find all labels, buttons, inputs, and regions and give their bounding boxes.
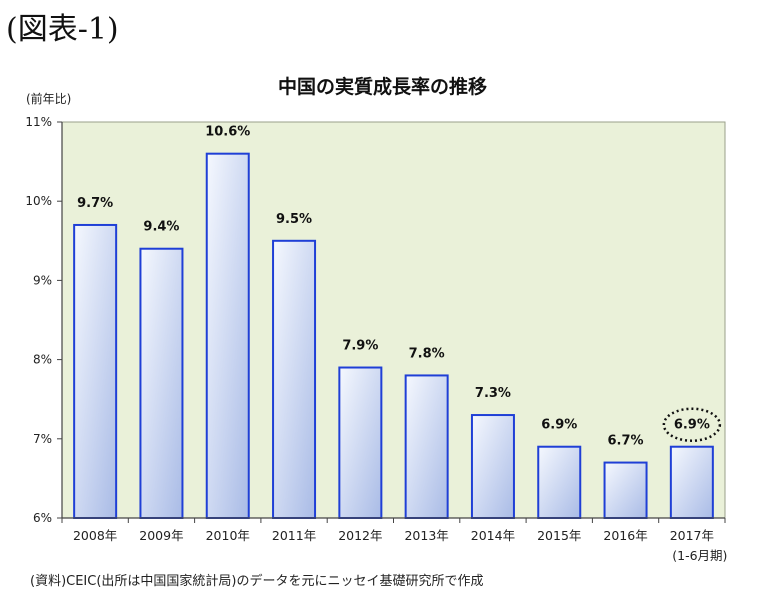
x-tick-label: 2010年 — [206, 528, 250, 543]
y-tick-label: 10% — [25, 194, 52, 208]
y-tick-label: 9% — [33, 273, 52, 287]
y-tick-label: 7% — [33, 432, 52, 446]
highlight-ellipse — [662, 407, 722, 442]
bar — [537, 445, 582, 519]
y-tick-label: 11% — [25, 115, 52, 129]
data-label: 9.7% — [77, 196, 113, 211]
x-tick-label: 2014年 — [471, 528, 515, 543]
x-tick-label: 2013年 — [404, 528, 448, 543]
x-tick-label: 2015年 — [537, 528, 581, 543]
x-tick-label: 2012年 — [338, 528, 382, 543]
data-label: 7.8% — [409, 346, 445, 361]
data-label: 9.4% — [143, 220, 179, 235]
data-label: 6.7% — [608, 434, 644, 449]
data-label: 7.9% — [342, 339, 378, 354]
bar — [470, 414, 515, 520]
x-tick-label: 2008年 — [73, 528, 117, 543]
x-tick-label: 2011年 — [272, 528, 316, 543]
x-tick-sublabel: (1-6月期) — [672, 548, 727, 563]
data-label: 10.6% — [205, 125, 250, 140]
x-tick-label: 2017年 — [670, 528, 714, 543]
source-note: (資料)CEIC(出所は中国国家統計局)のデータを元にニッセイ基礎研究所で作成 — [30, 574, 484, 589]
y-tick-label: 8% — [33, 353, 52, 367]
bar — [404, 374, 449, 519]
bar — [139, 247, 184, 519]
data-label: 6.9% — [674, 418, 710, 433]
y-tick-label: 6% — [33, 511, 52, 525]
data-label: 7.3% — [475, 386, 511, 401]
chart-title: 中国の実質成長率の推移 — [277, 76, 487, 98]
y-axis-unit-label: (前年比) — [26, 92, 72, 106]
bar — [73, 223, 118, 520]
data-label: 9.5% — [276, 212, 312, 227]
bar — [205, 152, 250, 519]
x-tick-label: 2009年 — [139, 528, 183, 543]
figure-label: (図表-1) — [6, 12, 119, 47]
x-tick-label: 2016年 — [603, 528, 647, 543]
bar — [338, 366, 383, 519]
bar — [669, 445, 714, 519]
bar — [603, 461, 648, 519]
bar — [272, 239, 317, 520]
data-label: 6.9% — [541, 418, 577, 433]
